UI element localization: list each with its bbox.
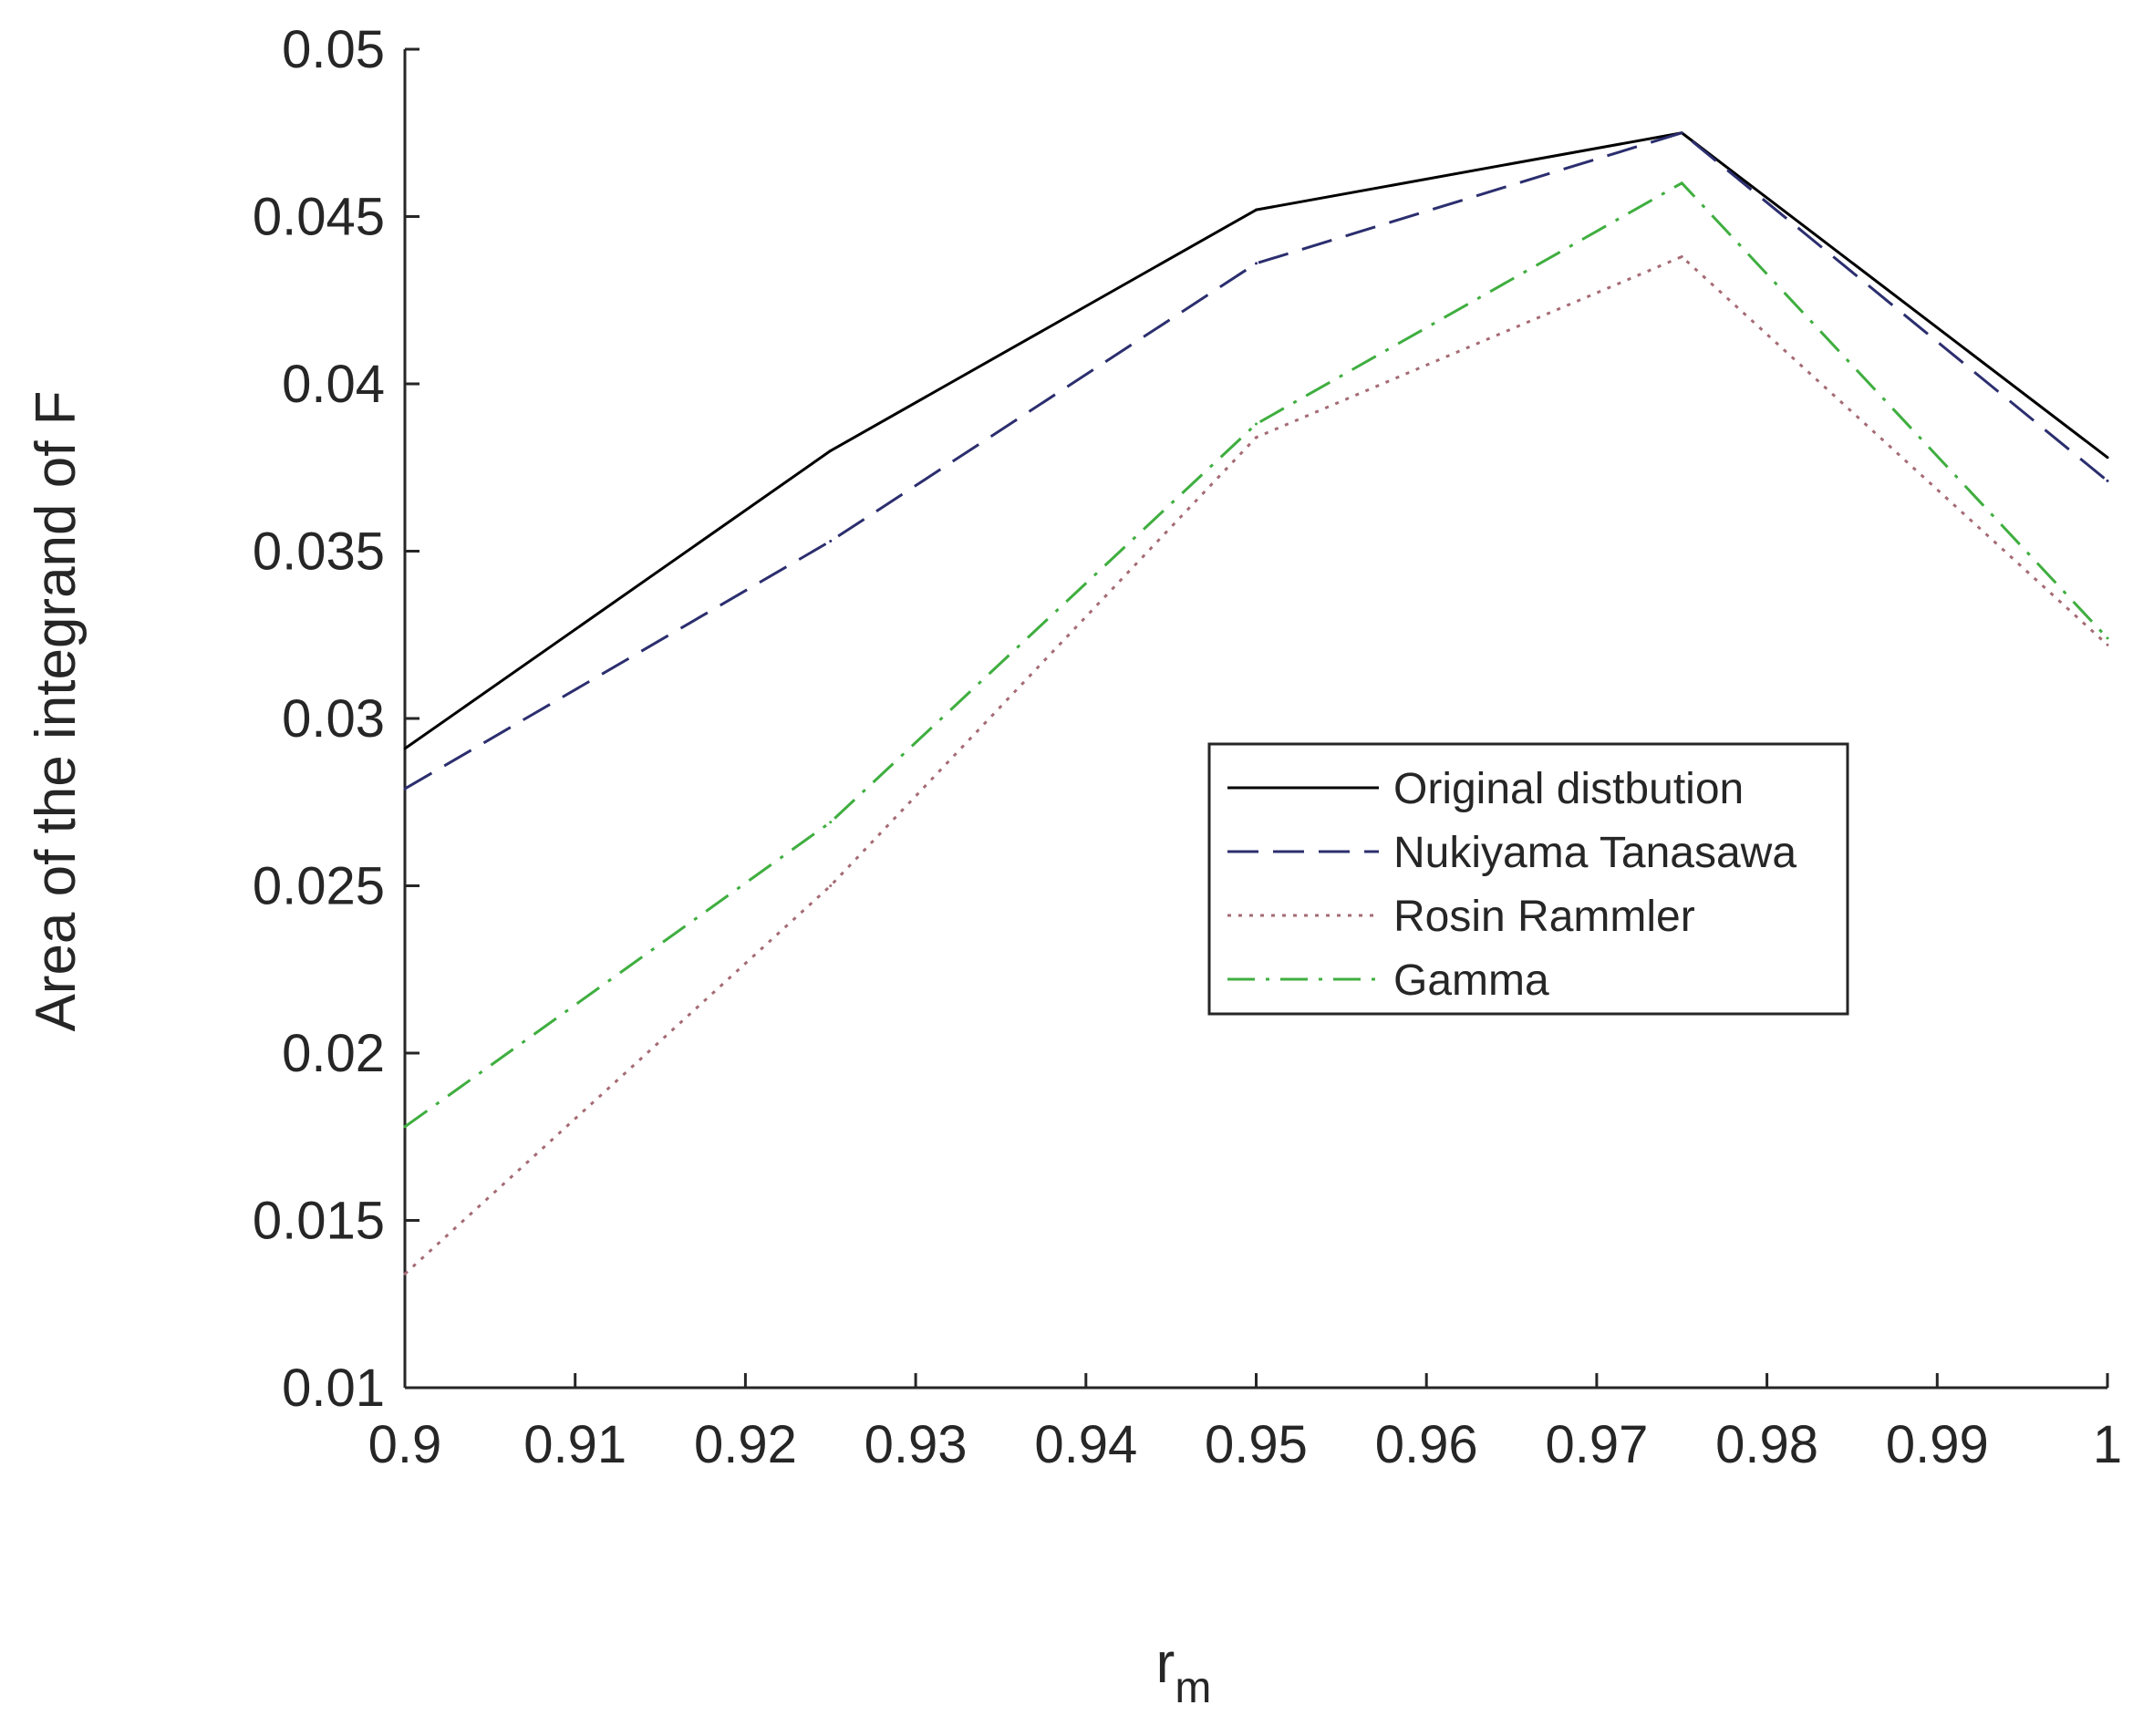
data-point xyxy=(1255,208,1258,212)
data-point xyxy=(2106,636,2109,640)
data-point xyxy=(1255,422,1258,426)
x-tick-label: 0.91 xyxy=(523,1415,626,1474)
data-point xyxy=(2106,643,2109,646)
data-point xyxy=(829,821,833,824)
y-axis-label: Area of the integrand of F xyxy=(25,390,88,1031)
y-tick-label: 0.03 xyxy=(282,689,385,749)
x-tick-label: 0.97 xyxy=(1545,1415,1648,1474)
y-tick-label: 0.04 xyxy=(282,355,385,414)
series-line-nukiyama-tanasawa xyxy=(404,131,2108,790)
y-tick-label: 0.015 xyxy=(253,1192,385,1251)
data-point xyxy=(1255,262,1258,265)
legend: Original distbution Nukiyama Tanasawa Rosi… xyxy=(1207,742,1849,1016)
legend-label: Nukiyama Tanasawa xyxy=(1393,829,1796,877)
legend-label: Gamma xyxy=(1393,956,1549,1005)
x-axis-label-subscript: m xyxy=(1175,1664,1211,1712)
data-point xyxy=(403,787,407,790)
legend-label: Rosin Rammler xyxy=(1393,893,1695,941)
x-axis-label: rm xyxy=(1156,1632,1212,1712)
x-tick-label: 0.94 xyxy=(1034,1415,1137,1474)
y-tick-label: 0.045 xyxy=(253,188,385,247)
x-tick-label: 0.95 xyxy=(1205,1415,1308,1474)
data-point xyxy=(829,884,833,887)
series-line-gamma xyxy=(404,181,2109,1128)
series-line-original-distbution xyxy=(404,131,2108,750)
legend-label: Original distbution xyxy=(1393,765,1744,813)
data-point xyxy=(1680,255,1683,259)
data-point xyxy=(1255,436,1258,439)
x-tick-label: 0.93 xyxy=(865,1415,968,1474)
data-point xyxy=(829,539,833,542)
x-tick-label: 0.9 xyxy=(368,1415,442,1474)
y-tick-label: 0.02 xyxy=(282,1024,385,1083)
y-tick-label: 0.01 xyxy=(282,1359,385,1418)
x-tick-label: 0.96 xyxy=(1375,1415,1478,1474)
y-tick-label: 0.025 xyxy=(253,857,385,916)
data-point xyxy=(403,1272,407,1276)
x-axis-label-main: r xyxy=(1156,1632,1175,1695)
data-point xyxy=(829,449,833,452)
x-tick-label: 0.92 xyxy=(694,1415,797,1474)
data-point xyxy=(2106,456,2109,460)
data-point xyxy=(403,747,407,750)
y-tick-label: 0.035 xyxy=(253,522,385,582)
data-point xyxy=(2106,479,2109,482)
x-tick-label: 0.98 xyxy=(1715,1415,1818,1474)
data-point xyxy=(403,1125,407,1129)
data-point xyxy=(1680,131,1683,135)
data-point xyxy=(1680,181,1683,185)
y-tick-label: 0.05 xyxy=(282,20,385,79)
x-tick-label: 0.99 xyxy=(1886,1415,1989,1474)
series-lines xyxy=(403,131,2109,1276)
axes: 0.9 0.91 0.92 0.93 0.94 0.95 0.96 0.97 0.98 0.99 1… xyxy=(253,20,2122,1474)
x-tick-label: 1 xyxy=(2093,1415,2122,1474)
